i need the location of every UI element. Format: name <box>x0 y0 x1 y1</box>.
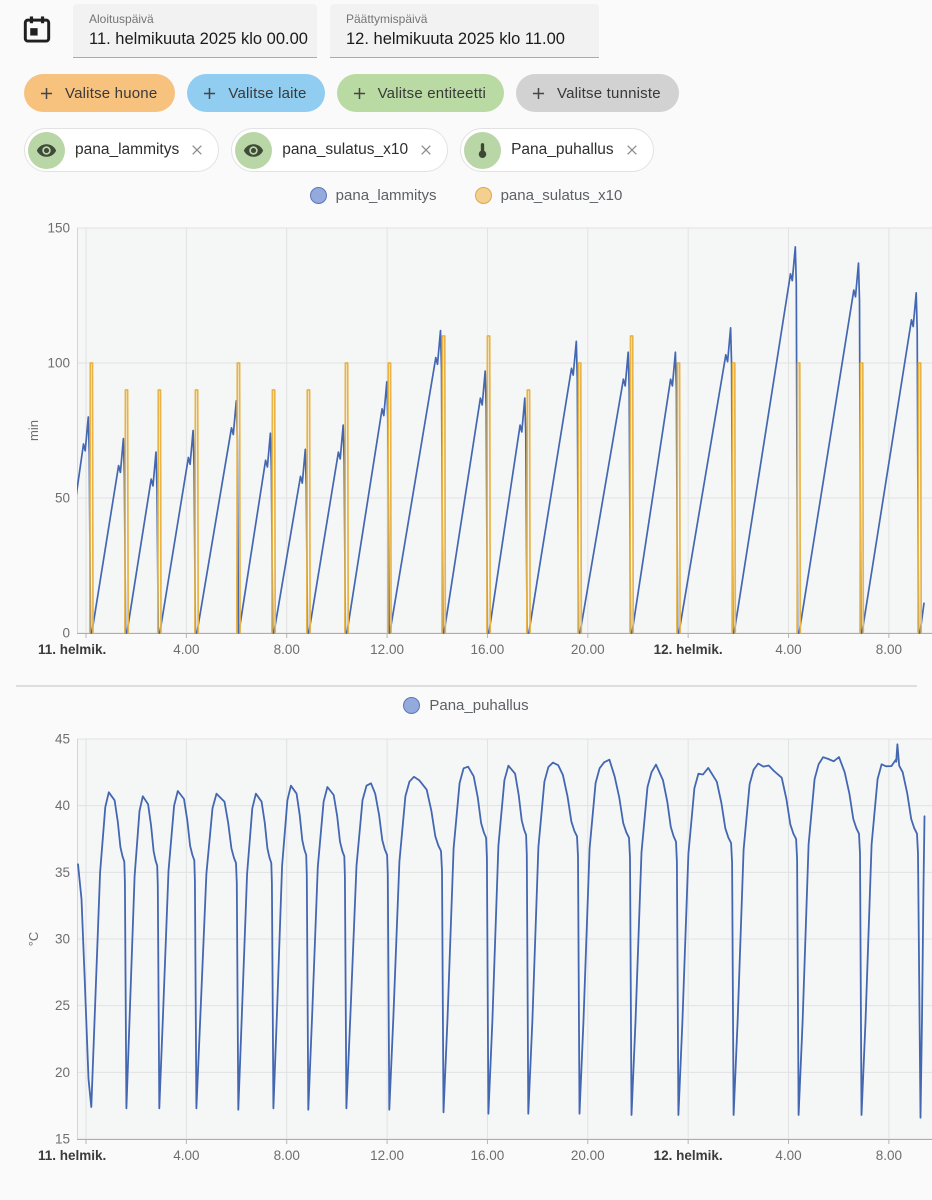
series-pana_sulatus_x10 <box>88 335 923 634</box>
axis-label: 12.00 <box>370 1148 404 1163</box>
end-date-value: 12. helmikuuta 2025 klo 11.00 <box>346 30 565 48</box>
filter-chip-row: Valitse huone Valitse laite Valitse enti… <box>24 74 679 112</box>
select-area-button[interactable]: Valitse huone <box>24 74 176 112</box>
axis-label: 50 <box>55 491 70 506</box>
axis-label: 12. helmik. <box>654 642 723 657</box>
calendar-icon[interactable] <box>21 13 53 47</box>
end-date-label: Päättymispäivä <box>346 12 428 26</box>
filter-chip-label: Valitse huone <box>65 84 158 102</box>
legend-item[interactable]: Pana_puhallus <box>403 697 529 714</box>
plus-icon <box>532 87 545 99</box>
heating-plot-area[interactable] <box>77 228 932 633</box>
axis-label: 16.00 <box>471 642 505 657</box>
chart-divider <box>16 685 917 687</box>
start-date-field[interactable]: Aloituspäivä 11. helmikuuta 2025 klo 00.… <box>73 4 317 58</box>
axis-label: 12. helmik. <box>654 1148 723 1163</box>
axis-label: 8.00 <box>876 642 902 657</box>
axis-label: 11. helmik. <box>38 642 106 657</box>
legend-swatch <box>309 187 327 204</box>
heating-chart-legend: pana_lammitys pana_sulatus_x10 <box>0 187 932 204</box>
thermometer-icon <box>478 142 487 158</box>
close-icon[interactable] <box>418 142 434 158</box>
select-label-button[interactable]: Valitse tunniste <box>515 74 679 112</box>
eye-icon <box>244 143 264 157</box>
plus-icon <box>204 87 216 99</box>
entity-chip-pana-puhallus[interactable]: Pana_puhallus <box>460 128 654 172</box>
axis-label: 8.00 <box>876 1148 902 1163</box>
legend-label: pana_sulatus_x10 <box>500 187 623 204</box>
axis-label: 45 <box>55 732 70 747</box>
axis-label: 0 <box>62 626 70 641</box>
plus-icon <box>40 87 53 99</box>
legend-swatch <box>403 697 421 714</box>
filter-chip-label: Valitse laite <box>228 84 307 102</box>
axis-label: 40 <box>55 798 70 813</box>
plus-icon <box>353 87 365 99</box>
close-icon[interactable] <box>624 142 640 158</box>
axis-label: 4.00 <box>173 642 199 657</box>
axis-title: °C <box>26 932 41 947</box>
axis-label: 100 <box>47 356 70 371</box>
entity-chip-label: Pana_puhallus <box>511 141 614 158</box>
start-date-label: Aloituspäivä <box>89 12 154 26</box>
temperature-chart-legend: Pana_puhallus <box>0 697 932 714</box>
legend-item[interactable]: pana_sulatus_x10 <box>474 187 623 204</box>
filter-chip-label: Valitse tunniste <box>556 84 661 102</box>
legend-item[interactable]: pana_lammitys <box>309 187 437 204</box>
axis-label: 4.00 <box>173 1148 199 1163</box>
eye-icon <box>36 143 57 157</box>
axis-label: 8.00 <box>274 642 300 657</box>
legend-swatch <box>474 187 492 204</box>
axis-label: 30 <box>55 932 70 947</box>
select-device-button[interactable]: Valitse laite <box>187 74 325 112</box>
axis-label: 16.00 <box>471 1148 505 1163</box>
axis-title: min <box>26 420 41 441</box>
series-pana_lammitys <box>77 246 925 634</box>
legend-label: pana_lammitys <box>335 187 437 204</box>
axis-label: 11. helmik. <box>38 1148 106 1163</box>
end-date-field[interactable]: Päättymispäivä 12. helmikuuta 2025 klo 1… <box>330 4 599 58</box>
axis-label: 20.00 <box>571 642 605 657</box>
filter-chip-label: Valitse entiteetti <box>377 84 486 102</box>
legend-label: Pana_puhallus <box>429 697 529 714</box>
axis-label: 25 <box>55 998 70 1013</box>
axis-label: 8.00 <box>274 1148 300 1163</box>
axis-label: 150 <box>47 221 70 236</box>
select-entity-button[interactable]: Valitse entiteetti <box>336 74 504 112</box>
entity-chip-pana-lammitys[interactable]: pana_lammitys <box>24 128 220 172</box>
axis-label: 15 <box>55 1132 70 1147</box>
entity-chip-row: pana_lammitys pana_sulatus_x10 Pana_puha… <box>24 128 654 172</box>
entity-chip-label: pana_sulatus_x10 <box>282 141 409 158</box>
axis-label: 20.00 <box>571 1148 605 1163</box>
close-icon[interactable] <box>189 142 205 158</box>
axis-label: 35 <box>55 865 70 880</box>
axis-label: 12.00 <box>370 642 404 657</box>
entity-chip-pana-sulatus-x10[interactable]: pana_sulatus_x10 <box>231 128 449 172</box>
axis-label: 4.00 <box>775 642 801 657</box>
series-Pana_puhallus <box>77 743 926 1119</box>
start-date-value: 11. helmikuuta 2025 klo 00.00 <box>89 30 308 48</box>
axis-label: 4.00 <box>775 1148 801 1163</box>
axis-label: 20 <box>55 1065 70 1080</box>
entity-chip-label: pana_lammitys <box>75 141 180 158</box>
